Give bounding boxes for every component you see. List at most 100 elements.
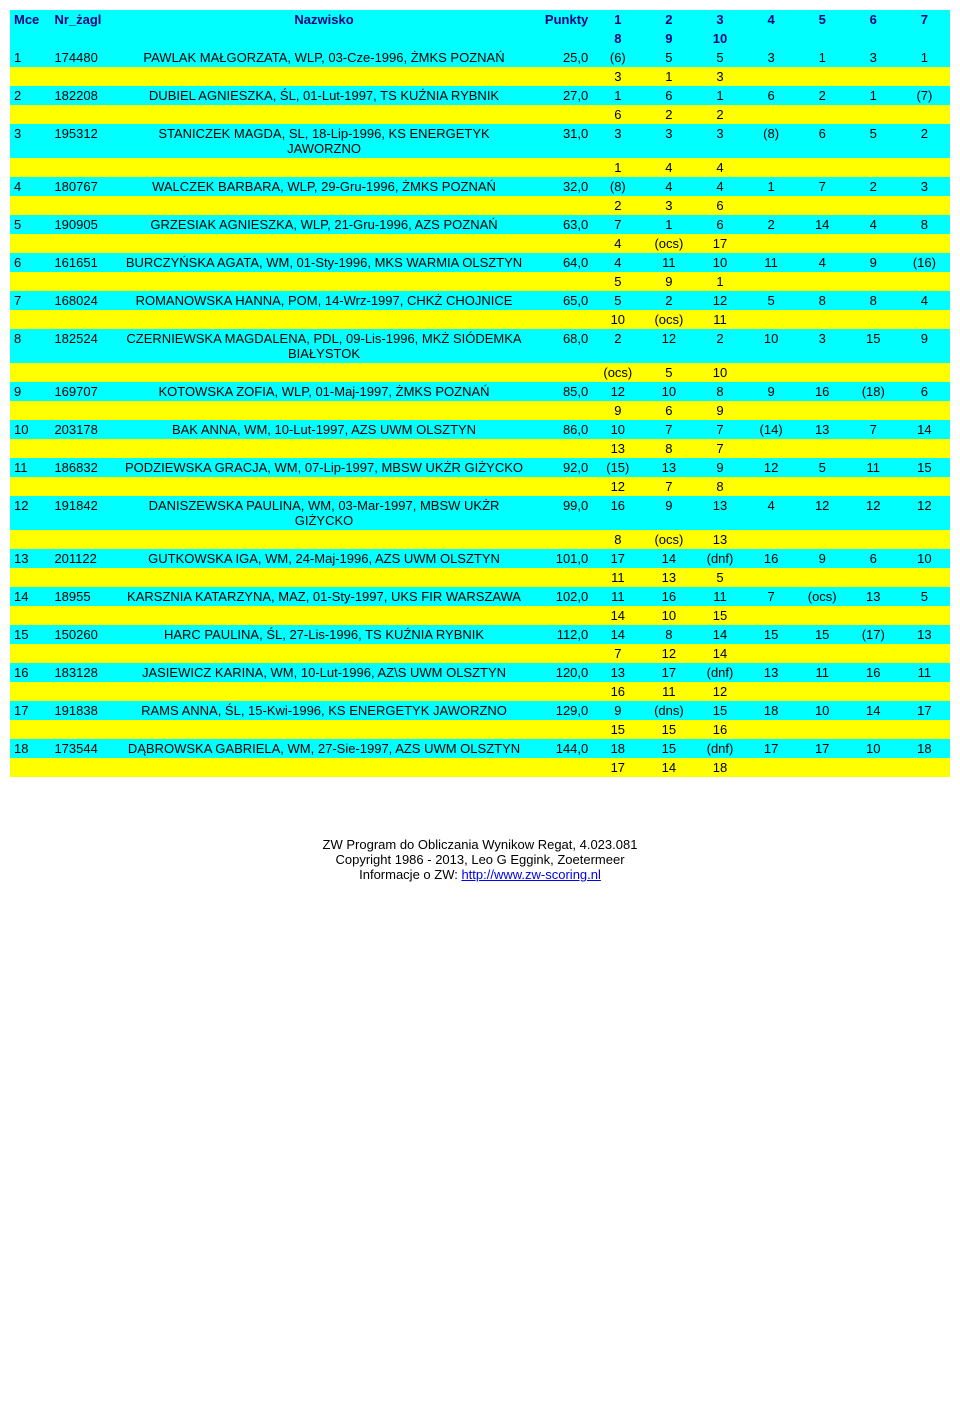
table-subrow: 313	[10, 67, 950, 86]
cell-r7: 9	[899, 329, 950, 363]
table-row: 15150260HARC PAULINA, ŚL, 27-Lis-1996, T…	[10, 625, 950, 644]
cell-r2: 4	[643, 177, 694, 196]
cell-r5: 7	[797, 177, 848, 196]
cell-r6: (17)	[848, 625, 899, 644]
cell-r6: 11	[848, 458, 899, 477]
cell-r7: 17	[899, 701, 950, 720]
hdr-r6: 6	[848, 10, 899, 29]
cell-name: PODZIEWSKA GRACJA, WM, 07-Lip-1997, MBSW…	[118, 458, 531, 477]
cell-nr: 191842	[50, 496, 117, 530]
cell-r4: 3	[746, 48, 797, 67]
cell-r7: (7)	[899, 86, 950, 105]
cell-r8: 4	[592, 234, 643, 253]
cell-mce: 11	[10, 458, 50, 477]
cell-pts: 129,0	[531, 701, 593, 720]
cell-r6: 2	[848, 177, 899, 196]
cell-pts: 25,0	[531, 48, 593, 67]
cell-nr: 191838	[50, 701, 117, 720]
cell-r7: 15	[899, 458, 950, 477]
cell-r5: 14	[797, 215, 848, 234]
hdr-pts: Punkty	[531, 10, 593, 29]
hdr-nr: Nr_żagl	[50, 10, 117, 29]
cell-r7: 13	[899, 625, 950, 644]
cell-r1: 3	[592, 124, 643, 158]
cell-r2: 8	[643, 625, 694, 644]
cell-r9: 8	[643, 439, 694, 458]
cell-r10: 2	[694, 105, 745, 124]
table-row: 5190905GRZESIAK AGNIESZKA, WLP, 21-Gru-1…	[10, 215, 950, 234]
cell-r1: 14	[592, 625, 643, 644]
cell-r9: (ocs)	[643, 530, 694, 549]
cell-r8: 7	[592, 644, 643, 663]
cell-r7: 8	[899, 215, 950, 234]
cell-r4: 2	[746, 215, 797, 234]
table-row: 1174480PAWLAK MAŁGORZATA, WLP, 03-Cze-19…	[10, 48, 950, 67]
cell-r6: 14	[848, 701, 899, 720]
cell-r2: 9	[643, 496, 694, 530]
cell-r7: 3	[899, 177, 950, 196]
cell-name: DANISZEWSKA PAULINA, WM, 03-Mar-1997, MB…	[118, 496, 531, 530]
table-row: 18173544DĄBROWSKA GABRIELA, WM, 27-Sie-1…	[10, 739, 950, 758]
cell-r5: 12	[797, 496, 848, 530]
cell-r1: 4	[592, 253, 643, 272]
cell-r8: 6	[592, 105, 643, 124]
cell-nr: 161651	[50, 253, 117, 272]
cell-r5: 8	[797, 291, 848, 310]
cell-r10: 7	[694, 439, 745, 458]
cell-r6: 15	[848, 329, 899, 363]
cell-r3: 2	[694, 329, 745, 363]
cell-r8: 3	[592, 67, 643, 86]
footer-link[interactable]: http://www.zw-scoring.nl	[461, 867, 600, 882]
cell-r6: (18)	[848, 382, 899, 401]
table-subrow: 71214	[10, 644, 950, 663]
cell-r9: 13	[643, 568, 694, 587]
cell-pts: 63,0	[531, 215, 593, 234]
table-row: 8182524CZERNIEWSKA MAGDALENA, PDL, 09-Li…	[10, 329, 950, 363]
cell-r8: 15	[592, 720, 643, 739]
cell-name: GRZESIAK AGNIESZKA, WLP, 21-Gru-1996, AZ…	[118, 215, 531, 234]
cell-r6: 6	[848, 549, 899, 568]
cell-name: BAK ANNA, WM, 10-Lut-1997, AZS UWM OLSZT…	[118, 420, 531, 439]
cell-r9: 9	[643, 272, 694, 291]
cell-r10: 11	[694, 310, 745, 329]
cell-name: DĄBROWSKA GABRIELA, WM, 27-Sie-1997, AZS…	[118, 739, 531, 758]
cell-r5: 4	[797, 253, 848, 272]
cell-r6: 5	[848, 124, 899, 158]
cell-mce: 1	[10, 48, 50, 67]
cell-r2: 17	[643, 663, 694, 682]
table-subrow: 1278	[10, 477, 950, 496]
cell-r7: (16)	[899, 253, 950, 272]
cell-r10: 18	[694, 758, 745, 777]
table-subrow: 4(ocs)17	[10, 234, 950, 253]
table-subrow: 591	[10, 272, 950, 291]
table-subrow: (ocs)510	[10, 363, 950, 382]
table-subrow: 141015	[10, 606, 950, 625]
cell-r1: 10	[592, 420, 643, 439]
cell-r2: 5	[643, 48, 694, 67]
cell-r1: 17	[592, 549, 643, 568]
cell-r5: 15	[797, 625, 848, 644]
cell-mce: 18	[10, 739, 50, 758]
table-subrow: 171418	[10, 758, 950, 777]
footer-line1: ZW Program do Obliczania Wynikow Regat, …	[10, 837, 950, 852]
cell-r3: 8	[694, 382, 745, 401]
cell-r3: 6	[694, 215, 745, 234]
cell-r4: 18	[746, 701, 797, 720]
table-row: 2182208DUBIEL AGNIESZKA, ŚL, 01-Lut-1997…	[10, 86, 950, 105]
cell-r4: 17	[746, 739, 797, 758]
cell-r2: 16	[643, 587, 694, 606]
cell-r8: 12	[592, 477, 643, 496]
table-subrow: 969	[10, 401, 950, 420]
cell-r7: 1	[899, 48, 950, 67]
table-subrow: 8(ocs)13	[10, 530, 950, 549]
cell-r3: 3	[694, 124, 745, 158]
cell-name: CZERNIEWSKA MAGDALENA, PDL, 09-Lis-1996,…	[118, 329, 531, 363]
cell-r8: 16	[592, 682, 643, 701]
cell-r9: 6	[643, 401, 694, 420]
cell-r10: 10	[694, 363, 745, 382]
table-row: 10203178BAK ANNA, WM, 10-Lut-1997, AZS U…	[10, 420, 950, 439]
table-row: 3195312STANICZEK MAGDA, SL, 18-Lip-1996,…	[10, 124, 950, 158]
cell-r8: 17	[592, 758, 643, 777]
cell-r5: 6	[797, 124, 848, 158]
cell-r5: 3	[797, 329, 848, 363]
